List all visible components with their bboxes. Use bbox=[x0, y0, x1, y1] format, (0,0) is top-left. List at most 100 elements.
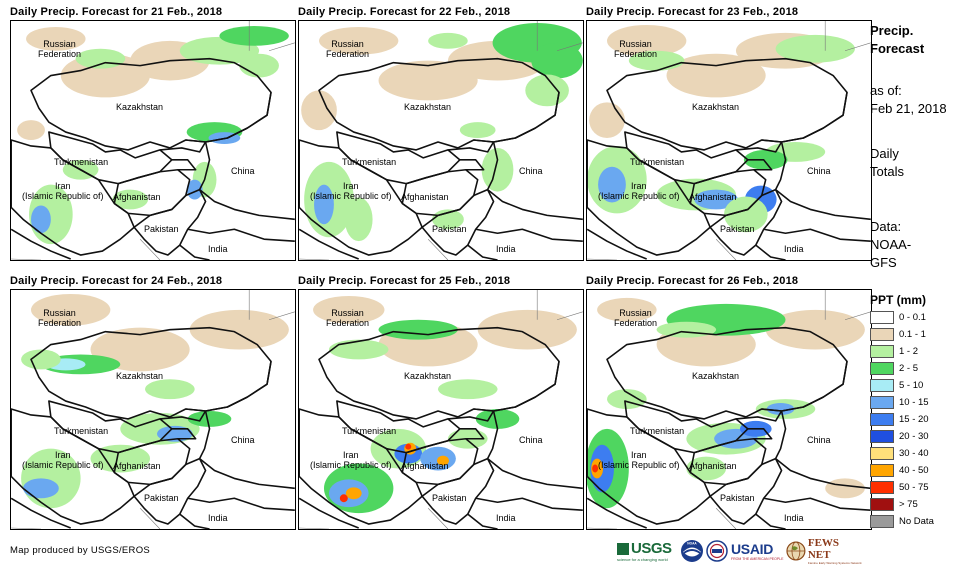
minor-border bbox=[11, 527, 41, 529]
country-label-turkmenistan: Turkmenistan bbox=[342, 157, 397, 167]
country-label-pakistan: Pakistan bbox=[144, 493, 179, 503]
precip-area bbox=[694, 189, 738, 210]
legend-item: > 75 bbox=[870, 496, 918, 512]
legend-label: 5 - 10 bbox=[899, 379, 924, 391]
country-border bbox=[587, 408, 711, 525]
precip-area bbox=[239, 53, 279, 78]
panel-1: Daily Precip. Forecast for 21 Feb., 2018… bbox=[10, 6, 296, 261]
usgs-logo: USGS science for a changing world bbox=[617, 538, 677, 564]
panel-title: Daily Precip. Forecast for 22 Feb., 2018 bbox=[298, 6, 511, 18]
fewsnet-tagline: Famine Early Warning Systems Network bbox=[807, 561, 862, 565]
legend-item: 10 - 15 bbox=[870, 394, 929, 410]
map-canvas bbox=[587, 290, 871, 529]
legend-item: 2 - 5 bbox=[870, 360, 918, 376]
legend-swatch bbox=[870, 463, 894, 477]
minor-border bbox=[715, 507, 737, 529]
country-border bbox=[159, 410, 207, 440]
precip-area bbox=[156, 425, 193, 442]
country-label-russia: Russian Federation bbox=[614, 308, 658, 328]
country-border bbox=[587, 139, 711, 256]
usgs-wave-icon bbox=[617, 542, 629, 555]
legend-swatch bbox=[870, 480, 894, 494]
sidebar-asof-label: as of: bbox=[870, 83, 902, 98]
usgs-wordmark: USGS bbox=[631, 540, 672, 557]
precip-area bbox=[187, 410, 232, 427]
noaa-logo: NOAA bbox=[680, 538, 704, 564]
precip-area bbox=[765, 309, 865, 350]
country-label-china: China bbox=[231, 166, 255, 176]
panel-title: Daily Precip. Forecast for 21 Feb., 2018 bbox=[10, 6, 223, 18]
precip-area bbox=[592, 464, 599, 473]
country-label-pakistan: Pakistan bbox=[720, 493, 755, 503]
legend-item: 1 - 2 bbox=[870, 343, 918, 359]
country-border bbox=[467, 497, 583, 529]
precip-area bbox=[459, 122, 496, 139]
panel-2: Daily Precip. Forecast for 22 Feb., 2018… bbox=[298, 6, 584, 261]
map-canvas bbox=[299, 290, 583, 529]
precip-area bbox=[686, 456, 727, 481]
country-border bbox=[755, 228, 871, 260]
panel-title: Daily Precip. Forecast for 26 Feb., 2018 bbox=[586, 275, 799, 287]
precip-area bbox=[313, 295, 385, 324]
country-label-turkmenistan: Turkmenistan bbox=[342, 426, 397, 436]
country-label-afghanistan: Afghanistan bbox=[689, 461, 737, 471]
precip-area bbox=[531, 42, 583, 79]
country-border bbox=[761, 361, 871, 490]
noaa-seal-text: NOAA bbox=[687, 542, 697, 546]
country-label-kazakhstan: Kazakhstan bbox=[404, 371, 452, 381]
precip-area bbox=[26, 26, 86, 51]
legend-label: 15 - 20 bbox=[899, 413, 929, 425]
country-label-china: China bbox=[807, 435, 831, 445]
precip-area bbox=[31, 293, 111, 326]
minor-border bbox=[587, 258, 617, 260]
country-label-turkmenistan: Turkmenistan bbox=[54, 426, 109, 436]
precip-area bbox=[17, 120, 45, 141]
legend-label: 10 - 15 bbox=[899, 396, 929, 408]
country-label-iran: Iran (Islamic Republic of) bbox=[22, 181, 104, 201]
minor-border bbox=[427, 238, 449, 260]
country-border bbox=[587, 497, 647, 529]
precip-area bbox=[438, 379, 498, 400]
precip-area bbox=[475, 409, 520, 429]
country-label-iran: Iran (Islamic Republic of) bbox=[22, 450, 104, 470]
legend-item: 20 - 30 bbox=[870, 428, 929, 444]
noaa-seal-icon: NOAA bbox=[681, 540, 703, 562]
country-label-pakistan: Pakistan bbox=[720, 224, 755, 234]
fewsnet-wordmark: FEWS NET bbox=[807, 537, 840, 561]
country-label-pakistan: Pakistan bbox=[432, 493, 467, 503]
panel-5: Daily Precip. Forecast for 25 Feb., 2018… bbox=[298, 275, 584, 530]
precip-area bbox=[328, 339, 389, 360]
precip-area bbox=[219, 25, 289, 46]
sidebar-title-line2: Forecast bbox=[870, 41, 925, 56]
panel-3: Daily Precip. Forecast for 23 Feb., 2018… bbox=[586, 6, 872, 261]
usaid-tagline: FROM THE AMERICAN PEOPLE bbox=[731, 557, 784, 561]
country-label-india: India bbox=[208, 513, 228, 523]
minor-border bbox=[139, 507, 161, 529]
country-label-india: India bbox=[784, 244, 804, 254]
country-border bbox=[185, 92, 295, 221]
legend-item: 30 - 40 bbox=[870, 445, 929, 461]
country-border bbox=[735, 410, 783, 440]
country-label-russia: Russian Federation bbox=[38, 308, 82, 328]
legend-swatch bbox=[870, 378, 894, 392]
legend-label: 20 - 30 bbox=[899, 430, 929, 442]
minor-border bbox=[715, 238, 737, 260]
legend-swatch bbox=[870, 344, 894, 358]
country-border bbox=[421, 188, 495, 256]
legend-item: 5 - 10 bbox=[870, 377, 923, 393]
usaid-wordmark: USAID bbox=[731, 541, 774, 557]
country-border bbox=[447, 141, 495, 171]
legend-title: PPT (mm) bbox=[870, 293, 927, 307]
legend-item: 15 - 20 bbox=[870, 411, 929, 427]
precip-area bbox=[477, 309, 577, 350]
country-label-india: India bbox=[496, 513, 516, 523]
country-label-kazakhstan: Kazakhstan bbox=[116, 371, 164, 381]
country-label-china: China bbox=[519, 435, 543, 445]
country-label-china: China bbox=[231, 435, 255, 445]
country-label-afghanistan: Afghanistan bbox=[401, 192, 449, 202]
country-border bbox=[709, 457, 783, 525]
precip-area bbox=[345, 487, 362, 500]
precip-area bbox=[112, 189, 149, 210]
legend-item: 0 - 0.1 bbox=[870, 309, 926, 325]
legend-swatch bbox=[870, 395, 894, 409]
